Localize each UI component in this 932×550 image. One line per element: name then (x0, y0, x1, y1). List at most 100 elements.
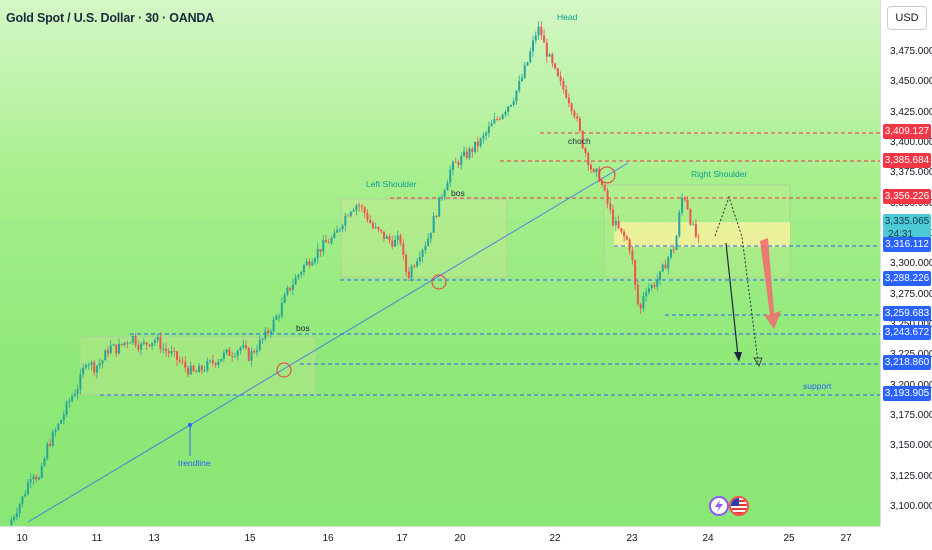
candle-body (129, 342, 132, 344)
candle-body (504, 111, 507, 115)
candle-body (355, 205, 358, 211)
candle-body (479, 138, 482, 147)
time-tick-label: 22 (549, 533, 561, 544)
candle-body (112, 344, 115, 346)
price-axis[interactable]: USD 3,100.000 3,125.000 3,150.000 3,175.000… (880, 0, 932, 526)
candle-body (308, 261, 311, 266)
candle-body (95, 365, 98, 373)
price-level-label: 3,409.127 (883, 124, 931, 140)
candle-body (595, 168, 598, 173)
candle-body (631, 250, 634, 261)
candle-body (347, 215, 350, 217)
price-tick-label: 3,100.000 (890, 501, 932, 512)
candle-body (692, 223, 695, 225)
candle-body (352, 210, 355, 212)
price-tick-label: 3,150.000 (890, 440, 932, 452)
candle-body (327, 242, 330, 244)
bos-label-lower: bos (296, 323, 310, 333)
price-level-label: 3,193.905 (883, 385, 931, 401)
candle-body (344, 215, 347, 226)
candle-body (98, 363, 101, 366)
candle-body (104, 350, 107, 361)
candle-body (507, 106, 510, 112)
price-tick-label: 3,200.000 (890, 380, 932, 391)
candle-body (278, 315, 281, 317)
time-tick-label: 10 (16, 533, 28, 544)
candle-body (40, 465, 43, 478)
lightning-icon[interactable] (709, 496, 729, 516)
candle-body (269, 331, 272, 334)
candle-body (126, 342, 129, 344)
us-flag-icon[interactable] (729, 496, 749, 516)
candle-body (57, 423, 60, 430)
candle-body (338, 229, 341, 230)
candle-body (187, 367, 190, 375)
candle-body (438, 197, 441, 217)
candle-body (681, 197, 684, 213)
candle-body (228, 349, 231, 356)
chart-canvas[interactable]: Head Left Shoulder Right Shoulder choch … (0, 0, 880, 526)
candle-body (330, 237, 333, 244)
candle-body (280, 302, 283, 316)
candle-body (612, 209, 615, 226)
price-tick-label: 3,450.000 (890, 76, 932, 88)
candle-body (683, 197, 686, 200)
candle-body (697, 236, 700, 238)
candle-body (341, 225, 344, 230)
candle-body (429, 232, 432, 239)
candle-body (10, 519, 13, 526)
candle-body (405, 254, 408, 272)
candle-body (449, 169, 452, 183)
candle-body (468, 148, 471, 158)
candle-body (653, 284, 656, 287)
candle-body (336, 229, 339, 233)
candle-body (15, 513, 18, 517)
candle-body (286, 287, 289, 295)
candle-body (120, 343, 123, 345)
currency-button[interactable]: USD (887, 6, 927, 30)
candle-body (578, 118, 581, 131)
candle-body (90, 362, 93, 365)
candle-body (686, 199, 689, 210)
candle-body (267, 330, 270, 334)
candle-body (642, 296, 645, 309)
choch-label: choch (568, 136, 591, 146)
price-level-label: 3,335.065 (883, 214, 931, 230)
candle-body (256, 350, 259, 353)
touch-circle-2 (431, 274, 447, 290)
candle-body (200, 365, 203, 371)
candle-body (650, 284, 653, 289)
left-shoulder-box (340, 198, 508, 279)
candle-body (32, 476, 35, 480)
candle-body (46, 443, 49, 459)
time-axis[interactable]: 10 11 13 15 16 17 20 22 23 24 25 27 (0, 526, 880, 550)
candle-body (358, 205, 361, 207)
candle-body (142, 342, 145, 344)
price-tick-label: 3,425.000 (890, 106, 932, 118)
candle-body (289, 287, 292, 291)
candle-body (518, 80, 521, 91)
candle-body (559, 76, 562, 81)
candle-body (137, 345, 140, 350)
candle-body (173, 351, 176, 352)
candle-body (283, 294, 286, 303)
candle-body (614, 221, 617, 226)
candle-body (523, 65, 526, 78)
candle-body (43, 458, 46, 466)
touch-circle-1 (276, 362, 292, 378)
candle-body (319, 248, 322, 252)
candle-body (159, 337, 162, 350)
candle-body (82, 367, 85, 375)
candle-body (366, 213, 369, 221)
price-tick-label: 3,125.000 (890, 470, 932, 482)
candle-body (573, 111, 576, 117)
chart-plot-area[interactable]: Head Left Shoulder Right Shoulder choch … (0, 0, 880, 526)
candle-body (601, 181, 604, 186)
candle-body (416, 261, 419, 267)
candle-body (634, 260, 637, 285)
candle-body (678, 212, 681, 237)
candle-body (443, 190, 446, 198)
candle-body (667, 257, 670, 269)
candle-body (537, 26, 540, 36)
